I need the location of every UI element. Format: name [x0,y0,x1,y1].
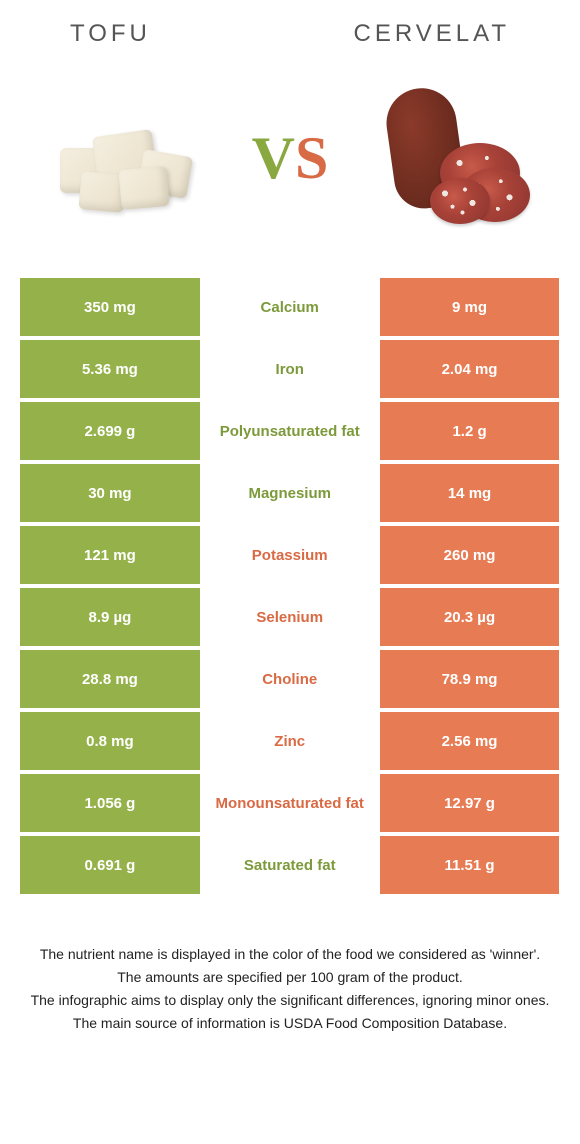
tofu-image [40,88,220,228]
nutrient-label: Calcium [200,278,380,336]
footer-line: The amounts are specified per 100 gram o… [30,967,550,988]
left-food-title: TOFU [70,20,151,48]
nutrient-row: 1.056 gMonounsaturated fat12.97 g [20,774,560,832]
right-value: 11.51 g [380,836,560,894]
right-value: 9 mg [380,278,560,336]
right-value: 14 mg [380,464,560,522]
comparison-header: TOFU CERVELAT [20,20,560,48]
left-value: 28.8 mg [20,650,200,708]
nutrient-label: Zinc [200,712,380,770]
vs-s: S [295,125,328,191]
vs-v: V [252,125,295,191]
cervelat-image [360,88,540,228]
left-value: 0.8 mg [20,712,200,770]
nutrient-label: Saturated fat [200,836,380,894]
left-value: 0.691 g [20,836,200,894]
left-value: 2.699 g [20,402,200,460]
footer-notes: The nutrient name is displayed in the co… [20,944,560,1034]
nutrient-row: 0.691 gSaturated fat11.51 g [20,836,560,894]
nutrient-row: 2.699 gPolyunsaturated fat1.2 g [20,402,560,460]
right-value: 1.2 g [380,402,560,460]
left-value: 30 mg [20,464,200,522]
nutrient-label: Potassium [200,526,380,584]
nutrient-label: Monounsaturated fat [200,774,380,832]
nutrient-row: 30 mgMagnesium14 mg [20,464,560,522]
right-value: 78.9 mg [380,650,560,708]
right-food-title: CERVELAT [354,20,511,48]
nutrient-row: 28.8 mgCholine78.9 mg [20,650,560,708]
left-value: 121 mg [20,526,200,584]
footer-line: The nutrient name is displayed in the co… [30,944,550,965]
left-value: 5.36 mg [20,340,200,398]
right-value: 2.04 mg [380,340,560,398]
right-value: 2.56 mg [380,712,560,770]
right-value: 260 mg [380,526,560,584]
vs-label: VS [252,128,329,188]
footer-line: The main source of information is USDA F… [30,1013,550,1034]
footer-line: The infographic aims to display only the… [30,990,550,1011]
nutrient-comparison-table: 350 mgCalcium9 mg5.36 mgIron2.04 mg2.699… [20,278,560,894]
right-value: 12.97 g [380,774,560,832]
right-value: 20.3 µg [380,588,560,646]
nutrient-label: Magnesium [200,464,380,522]
nutrient-label: Selenium [200,588,380,646]
nutrient-row: 0.8 mgZinc2.56 mg [20,712,560,770]
left-value: 8.9 µg [20,588,200,646]
nutrient-row: 121 mgPotassium260 mg [20,526,560,584]
nutrient-label: Polyunsaturated fat [200,402,380,460]
nutrient-label: Iron [200,340,380,398]
nutrient-row: 5.36 mgIron2.04 mg [20,340,560,398]
nutrient-row: 8.9 µgSelenium20.3 µg [20,588,560,646]
comparison-images-row: VS [20,68,560,248]
left-value: 350 mg [20,278,200,336]
nutrient-row: 350 mgCalcium9 mg [20,278,560,336]
nutrient-label: Choline [200,650,380,708]
left-value: 1.056 g [20,774,200,832]
